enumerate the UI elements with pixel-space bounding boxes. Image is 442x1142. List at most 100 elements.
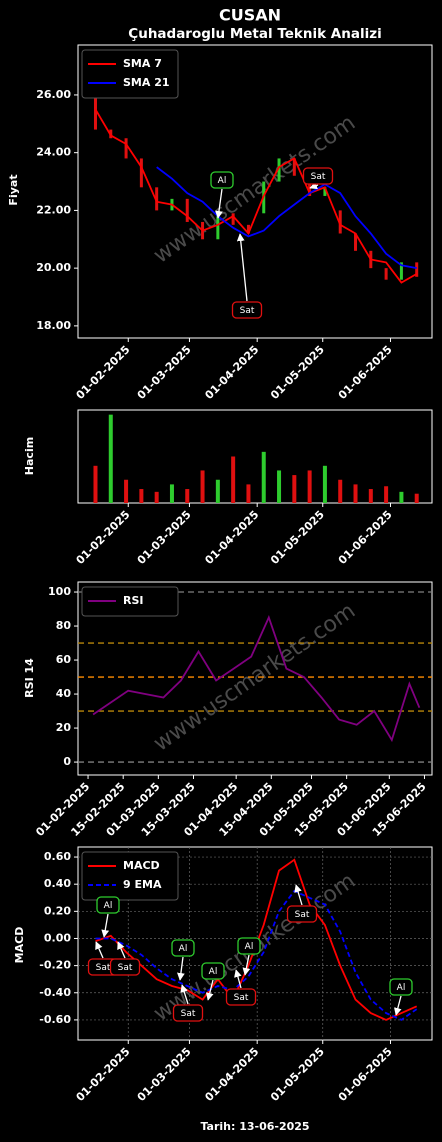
volume-bar [399,491,404,503]
annotation-label: Sat [96,963,111,973]
volume-bar [231,456,236,503]
volume-bar [384,486,389,503]
plot-frame [77,581,433,776]
series-line [156,166,417,269]
candle [384,268,388,280]
chart-title: CUSAN [219,6,281,25]
volume-bar [108,414,113,503]
candle [155,187,159,211]
annotation-label: Al [104,901,113,911]
legend-label: SMA 7 [123,57,162,70]
volume-bar [322,465,327,503]
y-tick-label: 100 [48,585,71,598]
annotation-box [389,978,413,996]
annotation-box [225,988,257,1006]
volume-bar [261,451,266,503]
annotation-label: Al [179,944,188,954]
legend-box [81,851,179,901]
candle [246,224,250,234]
legend-label: RSI [123,594,144,607]
x-axis-label: Tarih: 13-06-2025 [200,1120,309,1133]
candle [338,210,342,234]
y-axis-label: RSI 14 [23,658,36,698]
volume-bar [200,470,205,503]
chart-subtitle: Çuhadaroglu Metal Teknik Analizi [128,26,381,42]
annotation-arrow [394,995,402,1016]
annotation-arrow [95,941,104,959]
volume-bar [292,475,297,503]
volume-bar [368,489,373,503]
annotation-label: Al [209,967,218,977]
annotation-box [201,962,225,980]
annotation-box [231,301,263,319]
annotation-arrow [309,181,319,190]
volume-bar [246,484,251,503]
annotation-arrow [215,188,223,219]
annotation-label: Al [397,983,406,993]
annotation-box [210,171,234,189]
volume-bar [185,489,190,503]
annotation-arrow [236,233,248,302]
candle [415,262,419,277]
annotation-label: Sat [234,993,249,1003]
annotation-arrow [101,913,110,938]
volume-bar [338,479,343,503]
candle [185,198,189,222]
y-tick-label: 24.00 [36,146,71,159]
candle [354,233,358,251]
annotation-box [172,1004,204,1022]
y-tick-label: 0.40 [44,877,71,890]
annotation-arrow [234,969,242,989]
annotation-label: Sat [311,172,326,182]
volume-bar [215,479,220,503]
volume-bar [169,484,174,503]
candle [231,213,235,225]
volume-bar [353,484,358,503]
candle [277,158,281,182]
series-line [95,889,418,1021]
y-tick-label: 80 [56,619,72,632]
y-axis-label: Hacim [23,437,36,475]
candle [124,138,128,159]
annotation-box [96,896,120,914]
legend-label: MACD [123,859,160,872]
y-tick-label: -0.40 [39,986,71,999]
candle [323,187,327,196]
legend-box [81,49,179,99]
y-tick-label: 60 [56,653,72,666]
volume-bar [154,491,159,503]
annotation-label: Sat [181,1009,196,1019]
legend-label: 9 EMA [123,878,162,891]
y-tick-label: -0.20 [39,959,71,972]
candle [93,94,97,130]
candle [292,158,296,176]
candle [139,158,143,188]
y-tick-label: 0 [63,755,71,768]
annotation-arrow [117,941,126,959]
y-tick-label: 20.00 [36,261,71,274]
y-tick-label: 26.00 [36,88,71,101]
candle [216,213,220,240]
y-tick-label: 22.00 [36,203,71,216]
y-tick-label: -0.60 [39,1013,71,1026]
annotation-label: Sat [240,306,255,316]
annotation-label: Al [218,176,227,186]
annotation-box [286,905,318,923]
plot-frame [77,409,433,504]
y-tick-label: 40 [56,687,72,700]
annotation-box [109,958,141,976]
volume-bar [124,479,129,503]
annotation-arrow [205,979,214,1001]
annotation-label: Al [245,942,254,952]
y-tick-label: 20 [56,721,72,734]
y-axis-label: MACD [13,927,26,964]
y-axis-label: Fiyat [7,174,20,205]
annotation-arrow [177,956,185,981]
y-tick-label: 0.20 [44,904,71,917]
volume-bar [93,465,98,503]
annotation-arrow [242,954,251,976]
y-tick-label: 18.00 [36,319,71,332]
series-line [92,615,421,743]
annotation-box [171,939,195,957]
